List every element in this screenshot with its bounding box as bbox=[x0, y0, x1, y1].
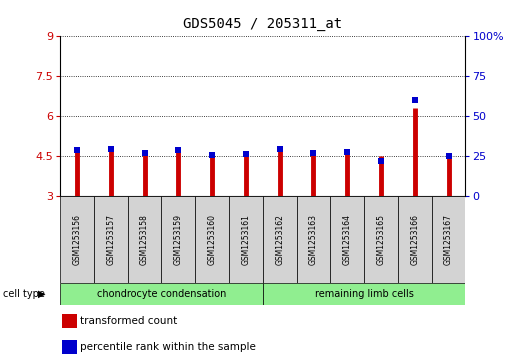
Bar bbox=[229, 196, 263, 283]
Bar bbox=[364, 196, 398, 283]
Bar bbox=[62, 314, 77, 328]
Text: GSM1253158: GSM1253158 bbox=[140, 214, 149, 265]
Text: GSM1253165: GSM1253165 bbox=[377, 214, 385, 265]
Text: GSM1253166: GSM1253166 bbox=[411, 214, 419, 265]
Text: GSM1253156: GSM1253156 bbox=[73, 214, 82, 265]
Title: GDS5045 / 205311_at: GDS5045 / 205311_at bbox=[183, 17, 343, 31]
Text: ▶: ▶ bbox=[38, 289, 45, 299]
Text: GSM1253157: GSM1253157 bbox=[106, 214, 115, 265]
Bar bbox=[94, 196, 128, 283]
Text: GSM1253161: GSM1253161 bbox=[242, 214, 251, 265]
Bar bbox=[162, 196, 195, 283]
Text: GSM1253163: GSM1253163 bbox=[309, 214, 318, 265]
Bar bbox=[128, 196, 162, 283]
Text: GSM1253167: GSM1253167 bbox=[444, 214, 453, 265]
Text: GSM1253162: GSM1253162 bbox=[275, 214, 284, 265]
Text: percentile rank within the sample: percentile rank within the sample bbox=[81, 342, 256, 352]
Text: remaining limb cells: remaining limb cells bbox=[315, 289, 414, 299]
Bar bbox=[331, 196, 364, 283]
Bar bbox=[60, 283, 263, 305]
Bar bbox=[263, 283, 465, 305]
Bar bbox=[62, 340, 77, 354]
Text: cell type: cell type bbox=[3, 289, 44, 299]
Bar bbox=[60, 196, 94, 283]
Text: GSM1253160: GSM1253160 bbox=[208, 214, 217, 265]
Text: GSM1253164: GSM1253164 bbox=[343, 214, 352, 265]
Text: GSM1253159: GSM1253159 bbox=[174, 214, 183, 265]
Bar bbox=[263, 196, 297, 283]
Bar bbox=[195, 196, 229, 283]
Text: transformed count: transformed count bbox=[81, 316, 178, 326]
Bar bbox=[398, 196, 431, 283]
Bar bbox=[297, 196, 331, 283]
Bar bbox=[431, 196, 465, 283]
Text: chondrocyte condensation: chondrocyte condensation bbox=[97, 289, 226, 299]
